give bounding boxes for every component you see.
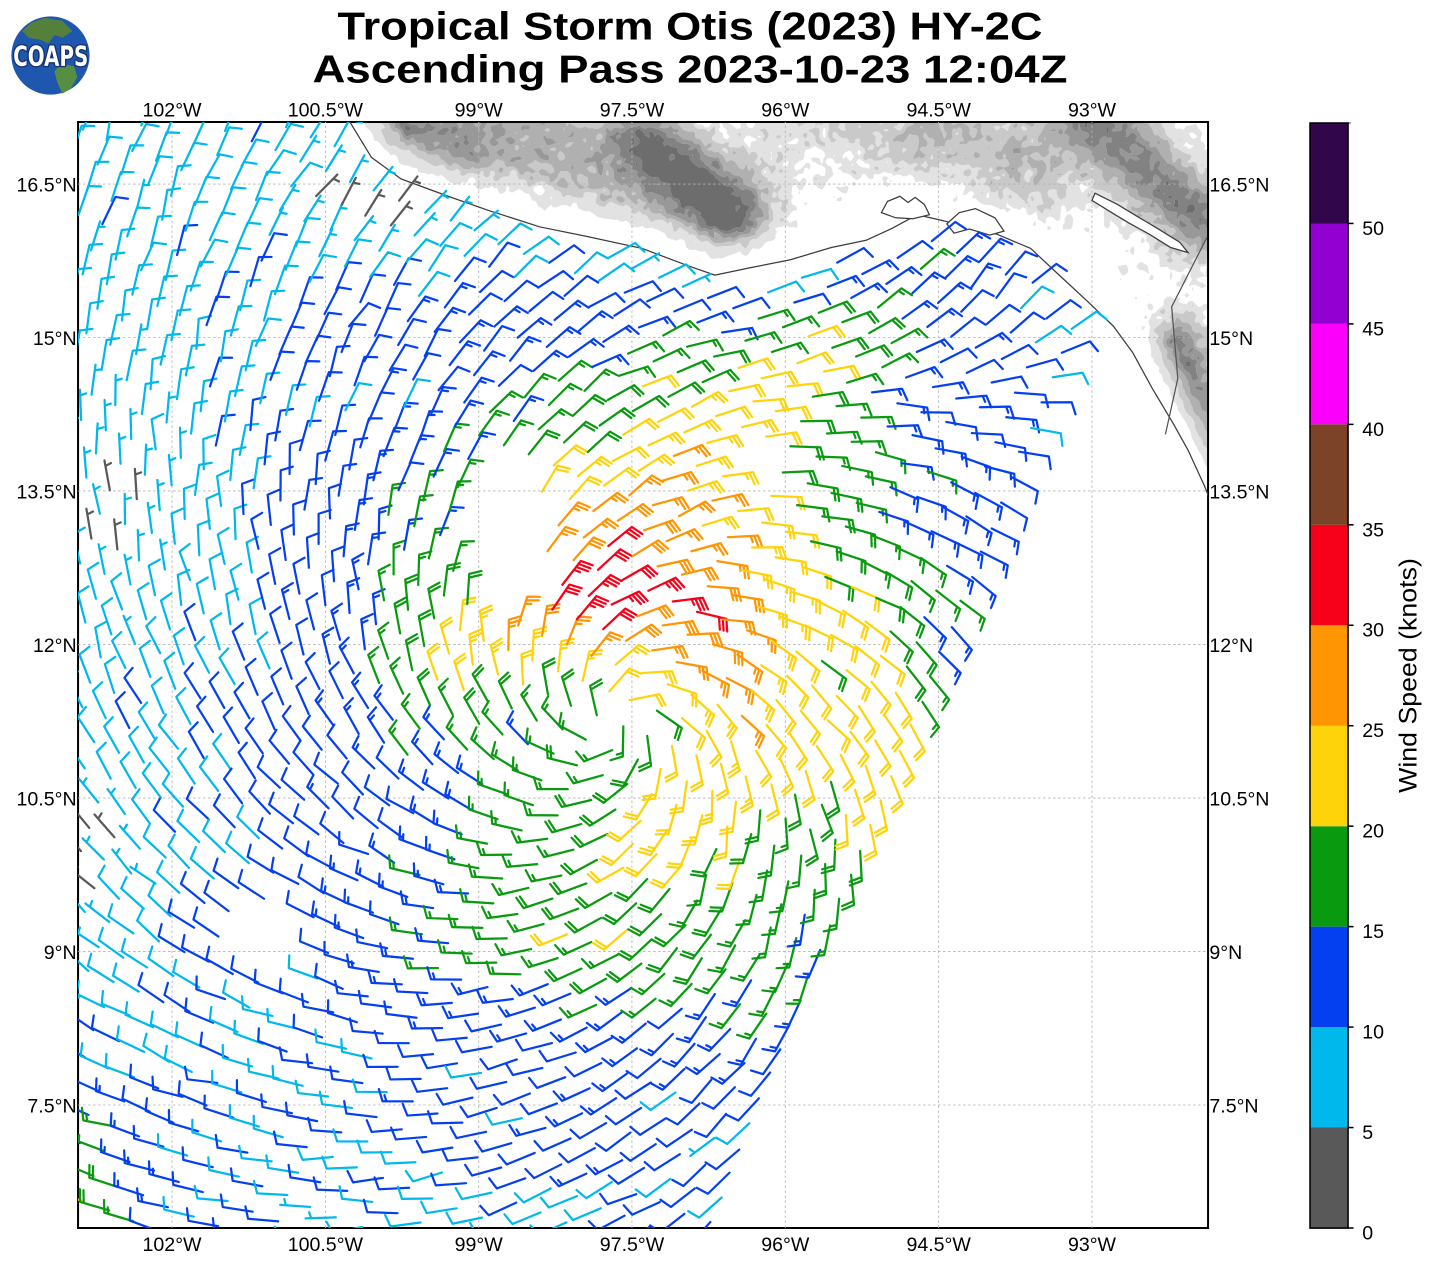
svg-text:93°W: 93°W xyxy=(1068,1234,1117,1256)
svg-text:9°N: 9°N xyxy=(1209,942,1242,964)
svg-text:15: 15 xyxy=(1362,921,1384,943)
svg-text:13.5°N: 13.5°N xyxy=(17,481,77,503)
svg-text:102°W: 102°W xyxy=(143,1234,202,1256)
svg-text:97.5°W: 97.5°W xyxy=(600,100,665,122)
svg-text:13.5°N: 13.5°N xyxy=(1209,481,1269,503)
svg-text:10: 10 xyxy=(1362,1022,1384,1044)
svg-text:99°W: 99°W xyxy=(455,100,504,122)
svg-text:10.5°N: 10.5°N xyxy=(1209,788,1269,810)
svg-text:15°N: 15°N xyxy=(1209,328,1253,350)
svg-text:9°N: 9°N xyxy=(44,942,77,964)
svg-text:45: 45 xyxy=(1362,318,1384,340)
svg-text:0: 0 xyxy=(1362,1222,1373,1244)
svg-text:15°N: 15°N xyxy=(33,328,77,350)
svg-text:99°W: 99°W xyxy=(455,1234,504,1256)
svg-text:Wind Speed (knots): Wind Speed (knots) xyxy=(1396,558,1423,793)
svg-text:93°W: 93°W xyxy=(1068,100,1117,122)
svg-text:Tropical Storm Otis (2023) HY-: Tropical Storm Otis (2023) HY-2C xyxy=(337,6,1042,49)
svg-text:96°W: 96°W xyxy=(761,1234,810,1256)
svg-text:25: 25 xyxy=(1362,720,1384,742)
svg-text:97.5°W: 97.5°W xyxy=(600,1234,665,1256)
svg-text:50: 50 xyxy=(1362,218,1384,240)
svg-text:102°W: 102°W xyxy=(143,100,202,122)
svg-text:40: 40 xyxy=(1362,419,1384,441)
svg-text:30: 30 xyxy=(1362,620,1384,642)
svg-text:96°W: 96°W xyxy=(761,100,810,122)
svg-text:35: 35 xyxy=(1362,519,1384,541)
svg-text:5: 5 xyxy=(1362,1122,1373,1144)
svg-text:10.5°N: 10.5°N xyxy=(17,788,77,810)
svg-text:100.5°W: 100.5°W xyxy=(288,100,364,122)
svg-text:12°N: 12°N xyxy=(33,635,77,657)
svg-text:100.5°W: 100.5°W xyxy=(288,1234,364,1256)
svg-text:16.5°N: 16.5°N xyxy=(17,174,77,196)
svg-text:Ascending Pass 2023-10-23 12:0: Ascending Pass 2023-10-23 12:04Z xyxy=(312,49,1067,92)
svg-text:16.5°N: 16.5°N xyxy=(1209,174,1269,196)
svg-text:12°N: 12°N xyxy=(1209,635,1253,657)
svg-text:94.5°W: 94.5°W xyxy=(906,100,971,122)
svg-text:7.5°N: 7.5°N xyxy=(27,1095,76,1117)
svg-text:7.5°N: 7.5°N xyxy=(1209,1095,1258,1117)
svg-text:20: 20 xyxy=(1362,821,1384,843)
svg-text:94.5°W: 94.5°W xyxy=(906,1234,971,1256)
